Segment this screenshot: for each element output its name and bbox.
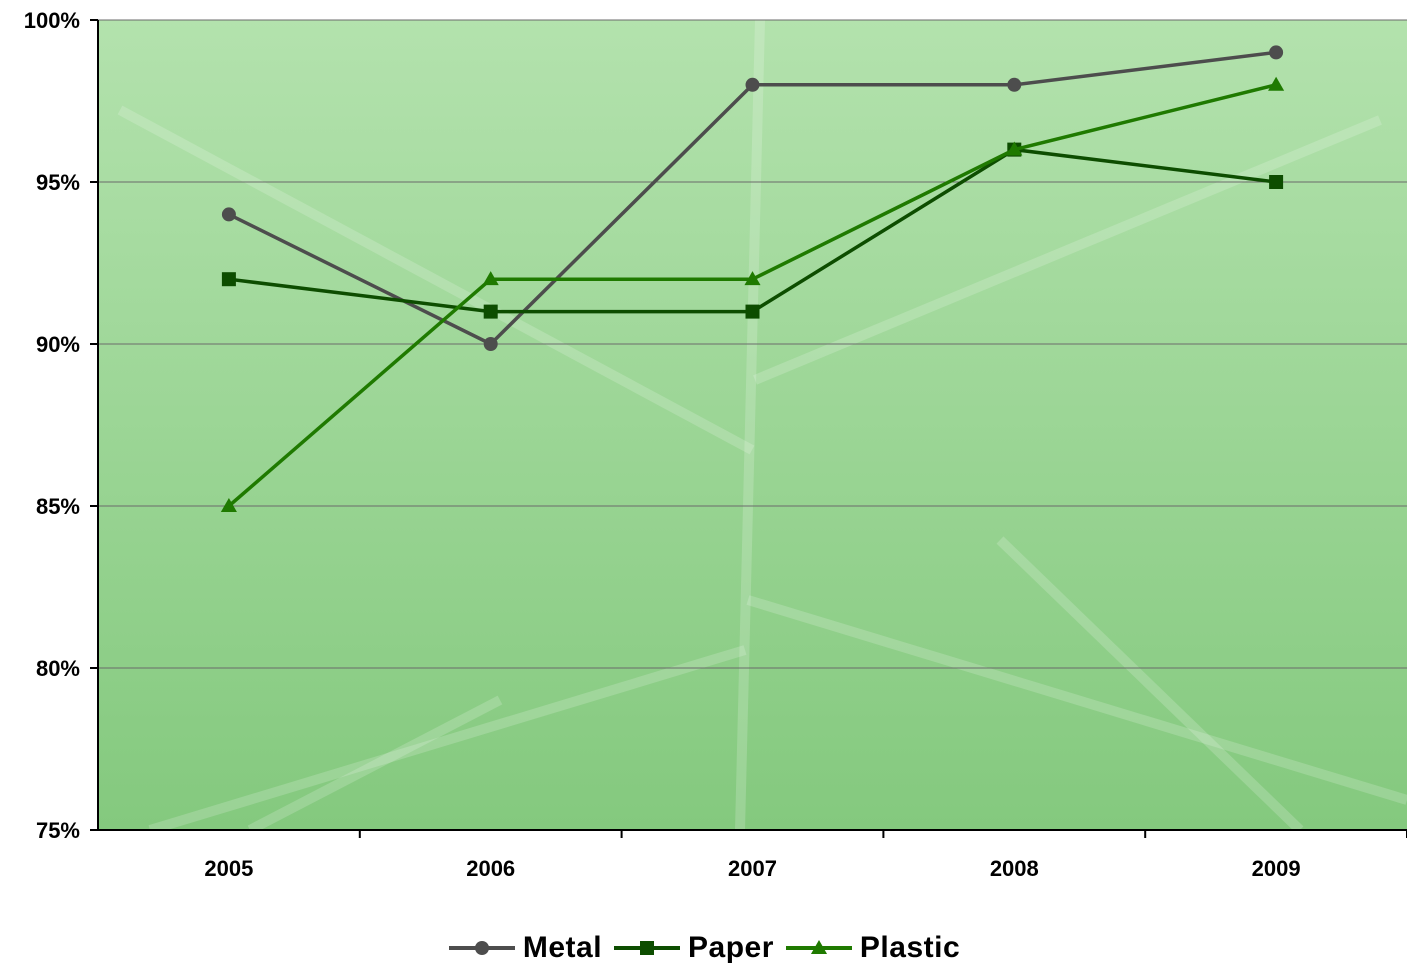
x-tick-label: 2005 (204, 856, 253, 881)
series-lines (220, 45, 1285, 512)
paper-point (1269, 175, 1284, 189)
paper-point (483, 304, 498, 319)
metal-point (1007, 77, 1022, 92)
line-chart: 75% 80% 85% 90% 95% 100% 2005 2006 2007 2008 2009 (24, 8, 1407, 881)
metal-point (221, 207, 236, 222)
y-tick-label: 100% (24, 8, 80, 33)
y-axis-ticks: 75% 80% 85% 90% 95% 100% (24, 8, 98, 843)
y-tick-label: 95% (36, 170, 80, 195)
plastic-point (744, 271, 761, 286)
y-tick-label: 80% (36, 656, 80, 681)
legend-swatch-plastic (785, 939, 852, 954)
paper-point (221, 272, 236, 287)
metal-point (745, 77, 760, 92)
legend-swatch-metal (448, 941, 515, 955)
metal-point (1269, 45, 1284, 60)
series-plastic (220, 76, 1285, 512)
x-tick-label: 2006 (466, 856, 515, 881)
axes (97, 20, 1407, 831)
y-tick-label: 75% (36, 818, 80, 843)
legend-swatch-marker (810, 939, 827, 954)
legend-swatch-marker (640, 941, 655, 955)
metal-point (483, 337, 498, 351)
series-paper (221, 142, 1284, 319)
legend-label-plastic: Plastic (859, 931, 961, 964)
x-tick-label: 2007 (728, 856, 777, 881)
legend-label-paper: Paper (688, 931, 774, 964)
legend-item-plastic: Plastic (784, 931, 960, 965)
plot-area (98, 20, 1407, 830)
leaf-vein-texture (117, 19, 1407, 835)
paper-point (745, 304, 760, 319)
legend: Metal Paper Plastic (0, 928, 1407, 968)
y-tick-label: 90% (36, 332, 80, 357)
plastic-point (1268, 76, 1285, 91)
legend-swatch-marker (474, 941, 489, 955)
plastic-point (482, 271, 499, 286)
x-axis-ticks: 2005 2006 2007 2008 2009 (204, 830, 1407, 881)
legend-item-paper: Paper (612, 931, 774, 965)
x-tick-label: 2008 (990, 856, 1039, 881)
plastic-point (1006, 141, 1023, 156)
plastic-point (220, 497, 237, 512)
y-tick-label: 85% (36, 494, 80, 519)
x-tick-label: 2009 (1252, 856, 1301, 881)
gridlines (98, 19, 1407, 669)
legend-label-metal: Metal (522, 931, 603, 964)
legend-item-metal: Metal (447, 931, 602, 965)
legend-swatch-paper (614, 941, 681, 955)
